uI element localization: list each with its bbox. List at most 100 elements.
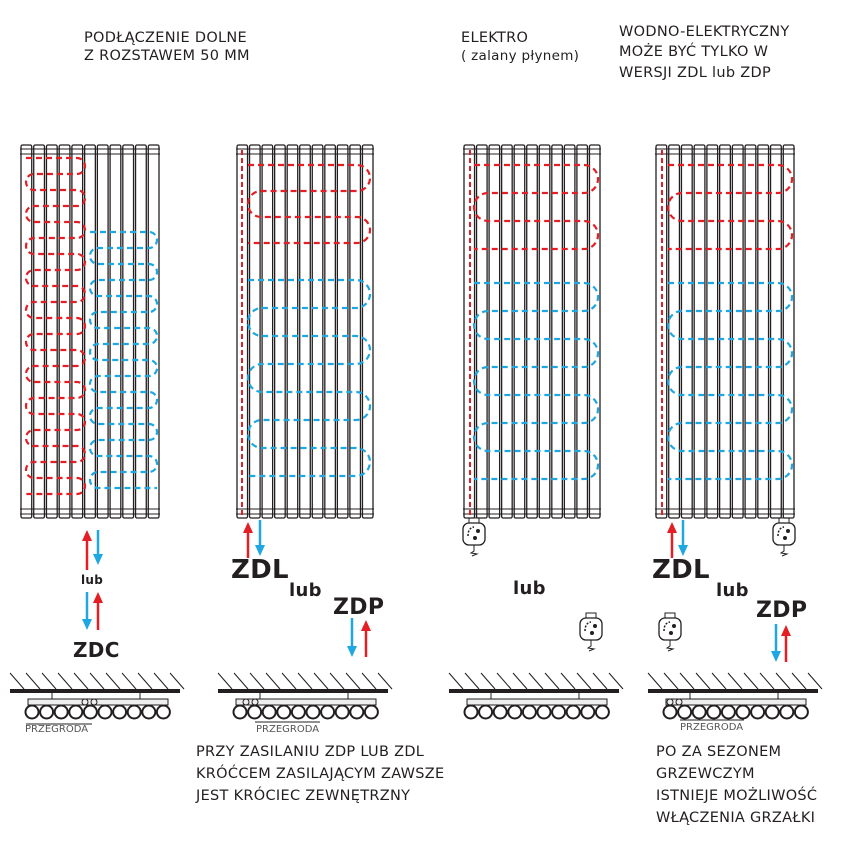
cold-flow-path bbox=[246, 278, 372, 478]
przegroda-label-3: PRZEGRODA bbox=[680, 722, 744, 733]
radiator-wodno-elektryczny-tube bbox=[718, 144, 732, 519]
section-elektro-wall-hatch bbox=[496, 672, 512, 690]
section-wodno-wall-hatch bbox=[679, 672, 695, 690]
section-zdl-zdp-wall-hatch bbox=[329, 672, 345, 690]
radiator-wodno-elektryczny-tube bbox=[744, 144, 757, 519]
note-right-line1: PO ZA SEZONEM bbox=[656, 744, 782, 760]
section-wodno-tube-section bbox=[779, 704, 795, 720]
section-zdc-wall-hatch bbox=[137, 672, 153, 690]
section-zdc-tube-section bbox=[82, 704, 98, 720]
section-zdc-collector-top bbox=[27, 698, 169, 706]
radiator-elektro-tube bbox=[576, 144, 589, 519]
section-zdc-tube-section bbox=[24, 704, 40, 720]
section-wodno-wall-hatch bbox=[743, 672, 759, 690]
zdl-label-2: ZDL bbox=[652, 555, 710, 585]
section-zdc-wall-hatch bbox=[73, 672, 89, 690]
hot-flow-path bbox=[24, 156, 87, 496]
section-wodno-connection bbox=[666, 698, 674, 706]
section-wodno-tube-section bbox=[720, 704, 736, 720]
section-zdl-zdp-wall-hatch bbox=[249, 672, 265, 690]
header-col1-line2: Z ROZSTAWEM 50 MM bbox=[84, 48, 250, 64]
cold-flow-path bbox=[88, 230, 159, 490]
heater-button-icon bbox=[669, 631, 673, 635]
zdp-label-2: ZDP bbox=[756, 598, 808, 623]
note-right-line2: GRZEWCZYM bbox=[656, 766, 755, 782]
section-elektro-wall-hatch bbox=[528, 672, 544, 690]
heater-connector-icon bbox=[585, 612, 597, 619]
supply-arrow-head bbox=[667, 522, 677, 533]
hot-flow-path bbox=[246, 163, 372, 245]
radiator-zdl-zdp-tube bbox=[286, 144, 299, 519]
radiator-elektro-tube bbox=[488, 144, 501, 519]
heater-button-icon bbox=[473, 536, 477, 540]
section-zdl-zdp-tube-section bbox=[305, 704, 321, 720]
section-zdl-zdp-wall-hatch bbox=[313, 672, 329, 690]
section-wodno-wall-hatch bbox=[727, 672, 743, 690]
section-zdc-wall-hatch bbox=[25, 672, 41, 690]
supply-arrow-head bbox=[93, 592, 103, 603]
section-elektro-wall-hatch bbox=[448, 672, 464, 690]
heater-connector-icon bbox=[468, 517, 480, 524]
section-zdc-tube-section bbox=[126, 704, 142, 720]
section-zdc-tube-section bbox=[53, 704, 69, 720]
heater-cable-icon bbox=[779, 545, 789, 557]
radiator-zdc-tube bbox=[33, 144, 46, 519]
section-zdc-wall-hatch bbox=[105, 672, 121, 690]
section-elektro-wall-hatch bbox=[544, 672, 560, 690]
section-zdc-wall-hatch bbox=[169, 672, 185, 690]
heater-dial-icon bbox=[777, 526, 785, 537]
section-wodno-tube-section bbox=[735, 704, 751, 720]
electric-heater-icon bbox=[462, 522, 486, 546]
supply-arrow-head bbox=[361, 620, 371, 631]
section-zdc-wall-hatch bbox=[41, 672, 57, 690]
radiator-elektro-tube bbox=[538, 144, 551, 519]
section-wodno-tube-section bbox=[677, 704, 693, 720]
section-zdl-zdp-connection bbox=[251, 698, 259, 706]
heater-dial-icon bbox=[584, 621, 592, 632]
zdc-label: ZDC bbox=[73, 638, 120, 662]
heater-dial-icon bbox=[467, 526, 475, 537]
section-zdl-zdp-tube-section bbox=[232, 704, 248, 720]
heater-cable-icon bbox=[665, 640, 675, 652]
lub-label-1: lub bbox=[81, 573, 104, 587]
header-col4-line3: WERSJI ZDL lub ZDP bbox=[619, 65, 771, 81]
lub-label-2: lub bbox=[289, 580, 322, 601]
section-elektro-wall-hatch bbox=[512, 672, 528, 690]
section-zdl-zdp-wall-hatch bbox=[233, 672, 249, 690]
section-zdl-zdp-tube-section bbox=[363, 704, 379, 720]
radiator-elektro-tube bbox=[588, 144, 601, 519]
supply-arrow-head bbox=[243, 522, 253, 533]
note-right-line4: WŁĄCZENIA GRZAŁKI bbox=[656, 810, 816, 826]
radiator-zdl-zdp-tube bbox=[261, 144, 274, 519]
section-elektro-tube-section bbox=[521, 704, 537, 720]
section-zdc-tube-section bbox=[68, 704, 84, 720]
heater-button-icon bbox=[590, 631, 594, 635]
section-wodno-collector-top bbox=[665, 698, 807, 706]
section-elektro-tube-section bbox=[536, 704, 552, 720]
section-wodno-tube-section bbox=[706, 704, 722, 720]
radiator-zdc-tube bbox=[134, 144, 147, 519]
section-elektro-wall-hatch bbox=[592, 672, 608, 690]
radiator-zdl-zdp-tube bbox=[361, 144, 374, 519]
section-elektro-tube-section bbox=[580, 704, 596, 720]
supply-arrow-head bbox=[82, 530, 92, 541]
radiator-wodno-elektryczny-tube bbox=[757, 144, 770, 519]
section-elektro-wall-hatch bbox=[576, 672, 592, 690]
section-zdl-zdp-tube-section bbox=[261, 704, 277, 720]
electric-heater-icon bbox=[658, 617, 682, 641]
section-zdl-zdp-collector-top bbox=[235, 698, 377, 706]
return-arrow-head bbox=[82, 619, 92, 630]
section-wodno-wall-hatch bbox=[663, 672, 679, 690]
section-wodno-tube-section bbox=[662, 704, 678, 720]
radiator-wodno-elektryczny-tube bbox=[668, 144, 681, 519]
section-zdl-zdp-tube-section bbox=[290, 704, 306, 720]
radiator-wodno-elektryczny-tube bbox=[782, 144, 795, 519]
radiator-zdc-tube bbox=[83, 144, 97, 519]
cold-flow-path bbox=[472, 281, 600, 481]
heater-dial-icon bbox=[663, 621, 671, 632]
section-wodno-wall-hatch bbox=[647, 672, 663, 690]
section-zdl-zdp-tube-section bbox=[247, 704, 263, 720]
note-left-line3: JEST KRÓCIEC ZEWNĘTRZNY bbox=[196, 788, 411, 804]
heater-button-icon bbox=[786, 529, 790, 533]
section-wodno-wall-hatch bbox=[791, 672, 807, 690]
